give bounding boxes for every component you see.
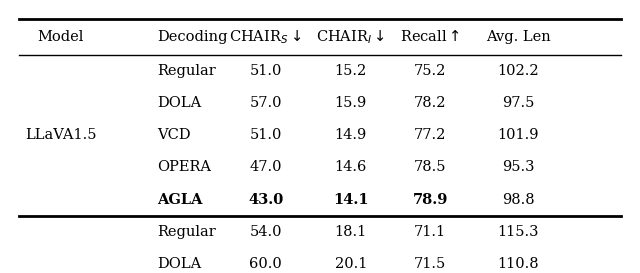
Text: 14.1: 14.1 <box>333 192 369 207</box>
Text: 95.3: 95.3 <box>502 160 534 174</box>
Text: 51.0: 51.0 <box>250 128 282 142</box>
Text: 47.0: 47.0 <box>250 160 282 174</box>
Text: 60.0: 60.0 <box>249 257 282 271</box>
Text: Regular: Regular <box>157 225 216 239</box>
Text: 97.5: 97.5 <box>502 96 534 110</box>
Text: 51.0: 51.0 <box>250 64 282 78</box>
Text: 98.8: 98.8 <box>502 192 534 207</box>
Text: 57.0: 57.0 <box>250 96 282 110</box>
Text: 78.9: 78.9 <box>412 192 448 207</box>
Text: 15.2: 15.2 <box>335 64 367 78</box>
Text: 14.9: 14.9 <box>335 128 367 142</box>
Text: 20.1: 20.1 <box>335 257 367 271</box>
Text: CHAIR$_I$$\downarrow$: CHAIR$_I$$\downarrow$ <box>316 28 385 46</box>
Text: Recall$\uparrow$: Recall$\uparrow$ <box>400 29 460 44</box>
Text: LLaVA1.5: LLaVA1.5 <box>25 128 97 142</box>
Text: 101.9: 101.9 <box>498 128 539 142</box>
Text: Regular: Regular <box>157 64 216 78</box>
Text: 110.8: 110.8 <box>497 257 540 271</box>
Text: 18.1: 18.1 <box>335 225 367 239</box>
Text: VCD: VCD <box>157 128 191 142</box>
Text: 78.2: 78.2 <box>414 96 446 110</box>
Text: 43.0: 43.0 <box>248 192 284 207</box>
Text: 75.2: 75.2 <box>414 64 446 78</box>
Text: Model: Model <box>38 30 84 44</box>
Text: 71.5: 71.5 <box>414 257 446 271</box>
Text: 54.0: 54.0 <box>250 225 282 239</box>
Text: Avg. Len: Avg. Len <box>486 30 551 44</box>
Text: 115.3: 115.3 <box>498 225 539 239</box>
Text: 71.1: 71.1 <box>414 225 446 239</box>
Text: DOLA: DOLA <box>157 96 201 110</box>
Text: 102.2: 102.2 <box>497 64 540 78</box>
Text: AGLA: AGLA <box>157 192 202 207</box>
Text: 78.5: 78.5 <box>414 160 446 174</box>
Text: 15.9: 15.9 <box>335 96 367 110</box>
Text: DOLA: DOLA <box>157 257 201 271</box>
Text: CHAIR$_S$$\downarrow$: CHAIR$_S$$\downarrow$ <box>229 28 302 46</box>
Text: 77.2: 77.2 <box>414 128 446 142</box>
Text: OPERA: OPERA <box>157 160 211 174</box>
Text: Decoding: Decoding <box>157 30 227 44</box>
Text: 14.6: 14.6 <box>335 160 367 174</box>
